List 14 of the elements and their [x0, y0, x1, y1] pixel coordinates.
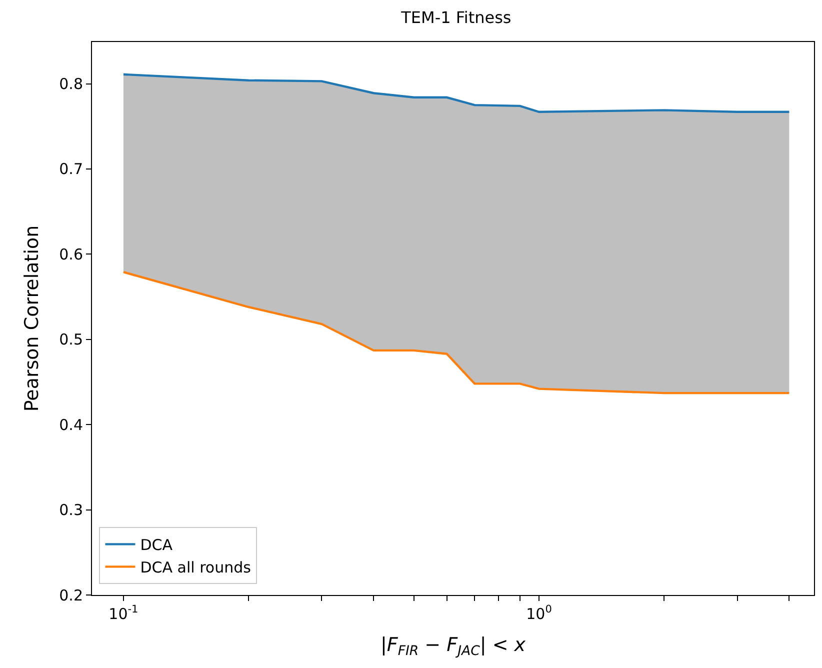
legend-label: DCA all rounds — [140, 558, 252, 577]
legend-label: DCA — [140, 536, 174, 554]
y-tick-label: 0.4 — [59, 416, 83, 434]
y-tick-label: 0.7 — [59, 160, 83, 178]
x-axis-title: |F$_{FIR}$ − F$_{JAC}$| < x — [380, 634, 526, 659]
y-tick-label: 0.8 — [59, 75, 83, 93]
y-axis-title: Pearson Correlation — [20, 225, 43, 412]
chart-title: TEM-1 Fitness — [400, 8, 512, 28]
y-tick-label: 0.3 — [59, 501, 83, 520]
y-tick-label: 0.2 — [59, 586, 83, 604]
y-tick-label: 0.6 — [59, 245, 83, 264]
x-tick-label: 10$^{-1}$ — [108, 604, 138, 623]
x-tick-label: 10$^{0}$ — [526, 604, 552, 623]
y-tick-label: 0.5 — [59, 330, 83, 349]
